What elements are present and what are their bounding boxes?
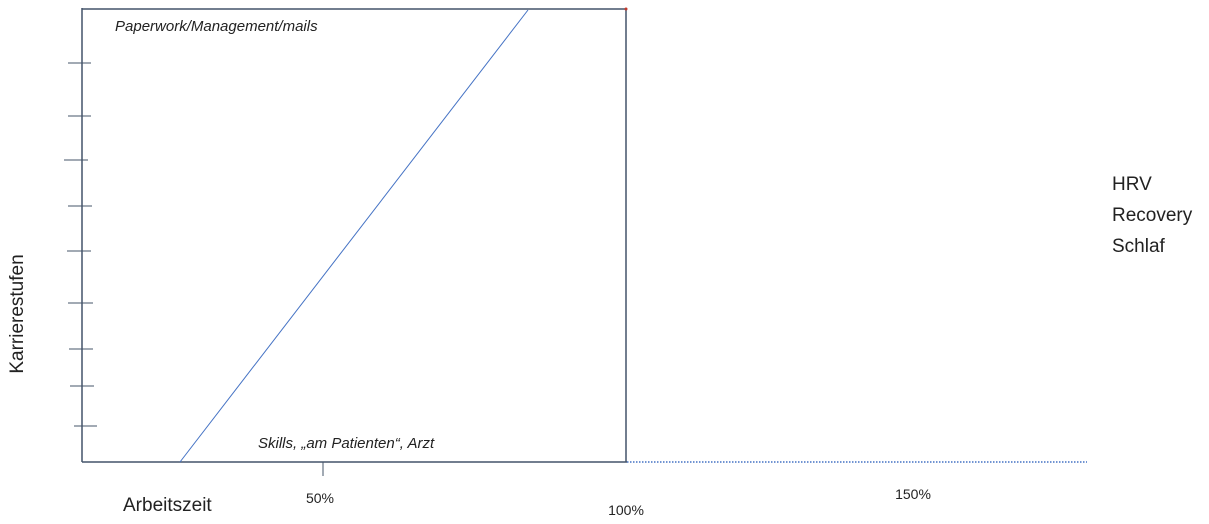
bottom-label: Skills, „am Patienten“, Arzt xyxy=(258,435,435,452)
corner-marker xyxy=(624,7,628,11)
top-label: Paperwork/Management/mails xyxy=(115,18,318,35)
x-tick-label-150: 150% xyxy=(895,486,931,502)
recovery-item-hrv: HRV xyxy=(1112,174,1152,195)
x-tick-label-100: 100% xyxy=(608,502,644,518)
recovery-list: HRV Recovery Schlaf xyxy=(1112,169,1192,262)
y-axis-title: Karrierestufen xyxy=(7,254,28,374)
recovery-item-recovery: Recovery xyxy=(1112,205,1193,226)
diagonal-line xyxy=(179,9,529,463)
x-tick-label-50: 50% xyxy=(305,490,335,506)
x-axis-title: Arbeitszeit xyxy=(123,495,212,516)
recovery-item-schlaf: Schlaf xyxy=(1112,236,1165,257)
